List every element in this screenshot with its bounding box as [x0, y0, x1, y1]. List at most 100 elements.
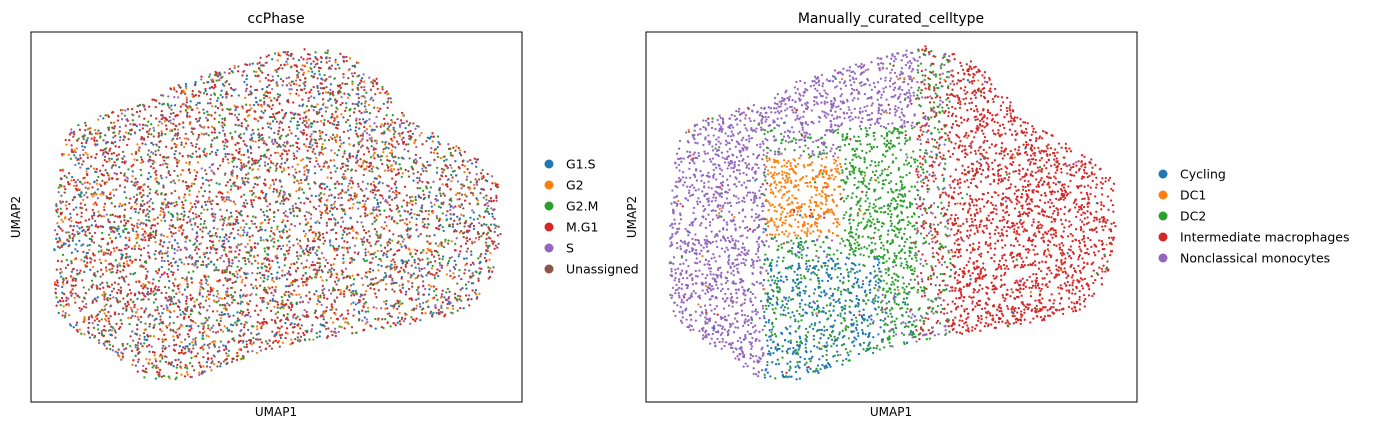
scatter-point [219, 319, 222, 323]
scatter-point [257, 168, 260, 171]
scatter-point [379, 213, 382, 216]
scatter-point [290, 301, 293, 304]
scatter-point [224, 293, 228, 296]
scatter-point [223, 249, 226, 252]
scatter-point [68, 202, 71, 206]
scatter-point [326, 297, 329, 300]
scatter-point [61, 280, 65, 284]
scatter-point [460, 187, 463, 190]
scatter-point [210, 326, 213, 330]
scatter-point [70, 179, 73, 182]
scatter-point [278, 230, 281, 233]
scatter-point [267, 221, 270, 225]
scatter-point [196, 195, 199, 198]
scatter-point [435, 216, 439, 220]
scatter-point [342, 173, 345, 176]
scatter-point [225, 209, 228, 212]
scatter-point [125, 275, 128, 278]
scatter-point [236, 317, 240, 320]
scatter-point [109, 315, 112, 318]
scatter-point [337, 288, 340, 292]
scatter-point [130, 180, 133, 183]
scatter-point [95, 153, 98, 156]
scatter-point [119, 289, 123, 293]
scatter-point [386, 163, 389, 167]
scatter-point [446, 167, 449, 170]
scatter-point [391, 279, 394, 282]
scatter-point [353, 194, 356, 198]
scatter-point [108, 197, 111, 201]
scatter-point [195, 252, 199, 255]
scatter-point [392, 159, 396, 163]
scatter-point [296, 113, 300, 116]
scatter-point [82, 160, 85, 163]
scatter-point [173, 128, 176, 131]
scatter-point [200, 263, 203, 267]
scatter-point [96, 197, 100, 200]
scatter-point [138, 110, 142, 113]
scatter-point [296, 142, 299, 145]
scatter-point [326, 271, 330, 274]
scatter-point [172, 179, 175, 182]
scatter-point [78, 154, 82, 157]
scatter-point [361, 137, 364, 140]
scatter-point [453, 275, 456, 279]
scatter-point [243, 231, 246, 234]
scatter-point [262, 210, 265, 214]
scatter-point [58, 183, 62, 187]
scatter-point [205, 178, 208, 182]
scatter-point [186, 115, 189, 119]
scatter-point [369, 287, 372, 290]
scatter-point [310, 264, 313, 267]
scatter-point [127, 303, 130, 306]
scatter-point [201, 176, 204, 180]
scatter-point [176, 174, 179, 178]
scatter-point [305, 277, 309, 280]
scatter-point [407, 175, 411, 178]
scatter-point [177, 352, 181, 355]
scatter-point [268, 157, 271, 160]
scatter-point [378, 280, 381, 283]
scatter-point [255, 70, 258, 74]
scatter-point [343, 212, 347, 216]
scatter-point [454, 263, 458, 266]
scatter-point [431, 211, 434, 214]
scatter-point [259, 155, 263, 158]
scatter-point [475, 180, 479, 183]
scatter-point [207, 316, 211, 319]
scatter-point [374, 242, 377, 246]
scatter-point [340, 162, 344, 165]
scatter-point [414, 252, 417, 255]
scatter-point [396, 249, 399, 253]
scatter-point [91, 299, 95, 303]
scatter-point [81, 145, 84, 148]
scatter-point [344, 82, 347, 86]
scatter-point [141, 265, 144, 268]
scatter-point [268, 136, 271, 139]
scatter-point [133, 247, 136, 251]
scatter-point [148, 105, 151, 108]
scatter-point [200, 78, 203, 81]
scatter-point [151, 224, 155, 227]
scatter-point [102, 205, 106, 209]
scatter-point [239, 158, 242, 162]
scatter-point [169, 129, 172, 133]
scatter-point [153, 354, 156, 357]
scatter-point [61, 200, 65, 203]
scatter-point [219, 104, 222, 107]
scatter-point [279, 166, 282, 169]
scatter-point [155, 229, 158, 232]
scatter-point [160, 329, 163, 333]
scatter-point [204, 89, 207, 93]
scatter-point [376, 198, 379, 202]
scatter-point [103, 312, 106, 315]
scatter-point [305, 119, 308, 123]
scatter-point [154, 218, 157, 221]
scatter-point [193, 300, 196, 303]
scatter-point [393, 191, 396, 194]
scatter-point [116, 265, 119, 269]
scatter-point [85, 208, 88, 211]
scatter-point [356, 150, 359, 154]
scatter-point [410, 264, 413, 267]
scatter-point [450, 256, 453, 259]
